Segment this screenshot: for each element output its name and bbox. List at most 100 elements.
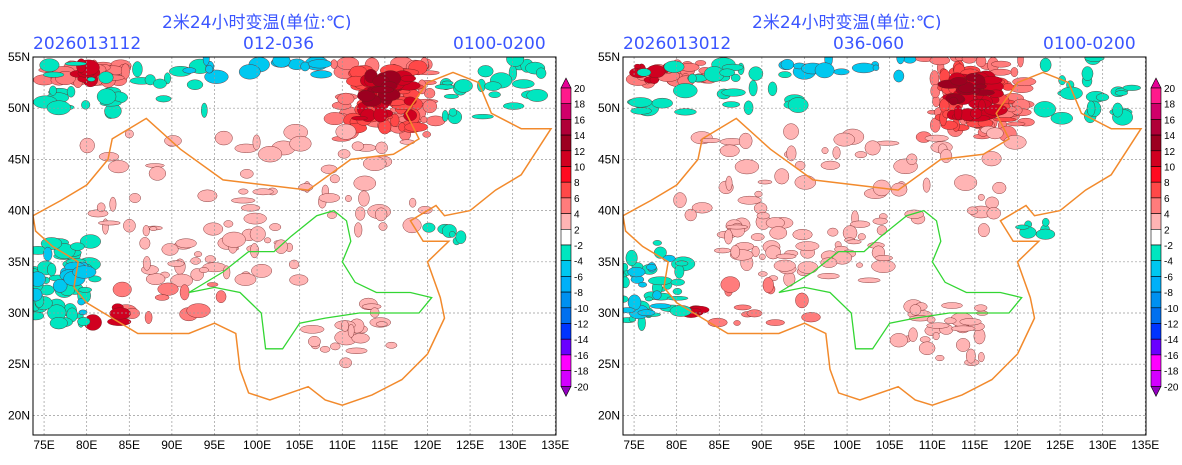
forecast-range: 012-036 [243, 34, 315, 54]
temperature-contour-area [628, 97, 653, 108]
colorbar-label: 10 [1164, 163, 1176, 174]
temperature-contour-area [743, 100, 754, 115]
temperature-contour-area [375, 141, 388, 154]
lon-tick-label: 100E [243, 438, 271, 452]
temperature-contour-area [922, 177, 931, 193]
lon-tick-label: 75E [33, 438, 54, 452]
temperature-contour-area [512, 79, 535, 89]
temperature-contour-area [674, 108, 697, 116]
temperature-contour-area [345, 347, 368, 354]
temperature-contour-area [674, 264, 685, 279]
colorbar-label: -12 [1164, 320, 1179, 331]
temperature-contour-area [78, 286, 92, 293]
lon-tick-label: 85E [119, 438, 140, 452]
temperature-contour-area [737, 195, 762, 205]
temperature-contour-area [434, 84, 455, 90]
temperature-contour-area [713, 247, 732, 254]
temperature-contour-area [1042, 218, 1050, 227]
temperature-contour-area [526, 89, 548, 102]
colorbar-segment [560, 307, 572, 324]
temperature-contour-area [638, 281, 648, 288]
temperature-contour-area [1112, 102, 1124, 118]
temperature-contour-area [148, 166, 166, 181]
temperature-contour-area [695, 60, 707, 66]
temperature-contour-area [719, 68, 735, 77]
temperature-contour-area [337, 149, 351, 159]
colorbar-segment [1150, 150, 1162, 167]
river-basin-boundary [778, 209, 1023, 350]
temperature-contour-area [783, 123, 799, 140]
colorbar-arrow-bottom [1150, 385, 1162, 397]
lon-tick-label: 130E [1089, 438, 1117, 452]
temperature-contour-area [112, 281, 132, 298]
temperature-contour-area [827, 227, 839, 237]
temperature-contour-area [422, 99, 438, 114]
temperature-contour-area [319, 346, 331, 353]
colorbar-label: -10 [1164, 304, 1179, 315]
temperature-contour-area [186, 303, 211, 318]
temperature-contour-area [403, 109, 417, 122]
temperature-contour-area [984, 104, 1008, 116]
temperature-contour-area [965, 348, 976, 364]
temperature-contour-area [688, 73, 697, 84]
temperature-contour-area [204, 255, 216, 263]
temperature-contour-area [986, 207, 1001, 220]
temperature-contour-area [238, 64, 261, 80]
temperature-contour-area [648, 276, 673, 286]
temperature-contour-area [142, 256, 151, 271]
temperature-contour-area [203, 222, 224, 236]
colorbar-label: 8 [574, 178, 580, 189]
colorbar-label: 12 [1164, 147, 1176, 158]
temperature-contour-area [154, 294, 170, 301]
colorbar-label: 20 [574, 84, 586, 95]
colorbar-segment [560, 291, 572, 309]
temperature-contour-area [896, 57, 905, 65]
temperature-contour-area [977, 223, 990, 238]
temperature-contour-area [753, 202, 768, 215]
temperature-contour-area [420, 116, 428, 124]
temperature-contour-area [161, 243, 179, 256]
colorbar-segment [1150, 291, 1162, 309]
temperature-contour-area [954, 174, 978, 191]
temperature-contour-area [157, 282, 179, 296]
temperature-contour-area [535, 67, 547, 79]
colorbar-label: -2 [574, 241, 583, 252]
temperature-contour-area [919, 336, 931, 343]
lon-tick-label: 125E [456, 438, 484, 452]
temperature-contour-area [144, 311, 153, 324]
temperature-contour-area [733, 304, 752, 311]
temperature-contour-area [197, 189, 218, 202]
temperature-contour-area [339, 357, 352, 369]
temperature-contour-area [759, 253, 766, 261]
temperature-contour-area [506, 57, 525, 67]
temperature-contour-area [926, 322, 950, 329]
temperature-contour-area [351, 141, 364, 151]
temperature-contour-area [252, 188, 274, 196]
temperature-contour-area [128, 193, 141, 203]
map-frame [622, 56, 1147, 436]
temperature-contour-area [817, 273, 840, 280]
temperature-contour-area [795, 241, 820, 251]
colorbar-segment [1150, 229, 1162, 246]
colorbar-label: 4 [1164, 210, 1170, 221]
country-boundary [623, 71, 1143, 406]
temperature-change-map: 55N 50N 45N 40N 35N 30N 25N 20N 75E 80E 85E 90E 95E 1… [8, 50, 589, 452]
temperature-contour-area [269, 223, 282, 231]
temperature-contour-area [214, 130, 233, 146]
lat-tick-label: 20N [8, 408, 30, 422]
temperature-contour-area [750, 233, 765, 241]
temperature-contour-area [300, 325, 325, 334]
temperature-contour-area [722, 101, 741, 108]
temperature-change-map: 55N 50N 45N 40N 35N 30N 25N 20N 75E 80E 85E 90E 95E 1… [598, 50, 1179, 452]
temperature-contour-area [652, 240, 662, 246]
temperature-contour-area [956, 338, 971, 352]
colorbar-segment [1150, 213, 1162, 230]
temperature-contour-area [738, 132, 753, 149]
temperature-contour-area [857, 233, 866, 241]
temperature-contour-area [814, 62, 835, 79]
temperature-contour-area [821, 147, 829, 154]
temperature-contour-area [646, 263, 657, 271]
colorbar-label: -6 [574, 272, 583, 283]
temperature-contour-area [941, 302, 963, 309]
colorbar-segment [560, 87, 572, 104]
